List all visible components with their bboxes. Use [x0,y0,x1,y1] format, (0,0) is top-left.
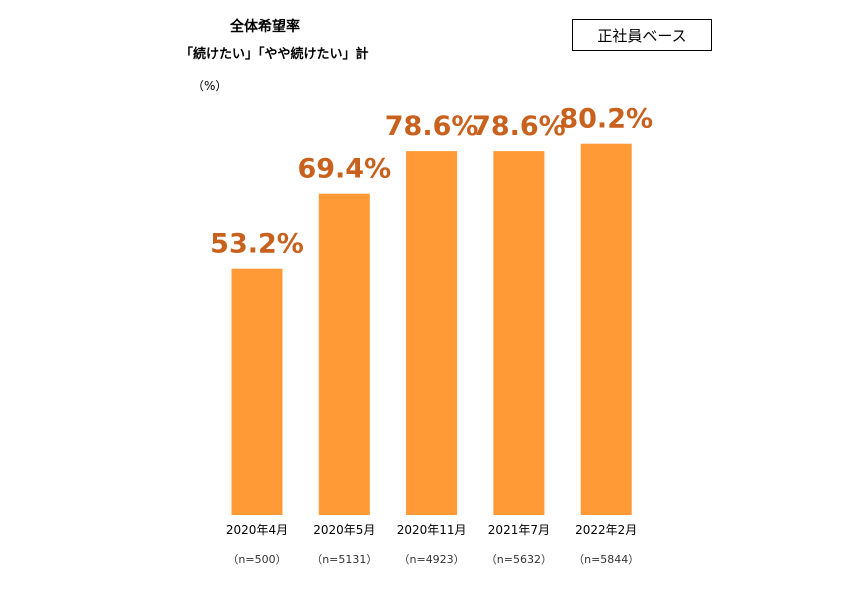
chart-title: 全体希望率 [230,19,300,35]
bar [493,151,545,515]
data-label: 69.4% [297,154,391,185]
basis-badge: 正社員ベース [572,19,712,51]
sample-size-label: （n=5632） [486,553,552,566]
x-tick-label: 2021年7月 [488,523,550,537]
sample-size-label: （n=500） [227,553,286,566]
bar [318,193,370,515]
data-label: 78.6% [385,111,479,142]
sample-size-label: （n=5844） [573,553,639,566]
bar [580,143,632,515]
bar [406,151,458,515]
chart-subtitle: 「続けたい」「やや続けたい」計 [180,47,369,62]
sample-size-label: （n=5131） [311,553,377,566]
unit-label: （%） [192,79,228,93]
data-label: 53.2% [210,229,304,260]
x-tick-label: 2020年5月 [313,523,375,537]
x-tick-label: 2020年4月 [226,523,288,537]
sample-size-label: （n=4923） [399,553,465,566]
data-label: 78.6% [472,111,566,142]
x-tick-label: 2020年11月 [397,523,467,537]
x-tick-label: 2022年2月 [575,523,637,537]
data-label: 80.2% [559,104,653,135]
bar [231,268,283,515]
